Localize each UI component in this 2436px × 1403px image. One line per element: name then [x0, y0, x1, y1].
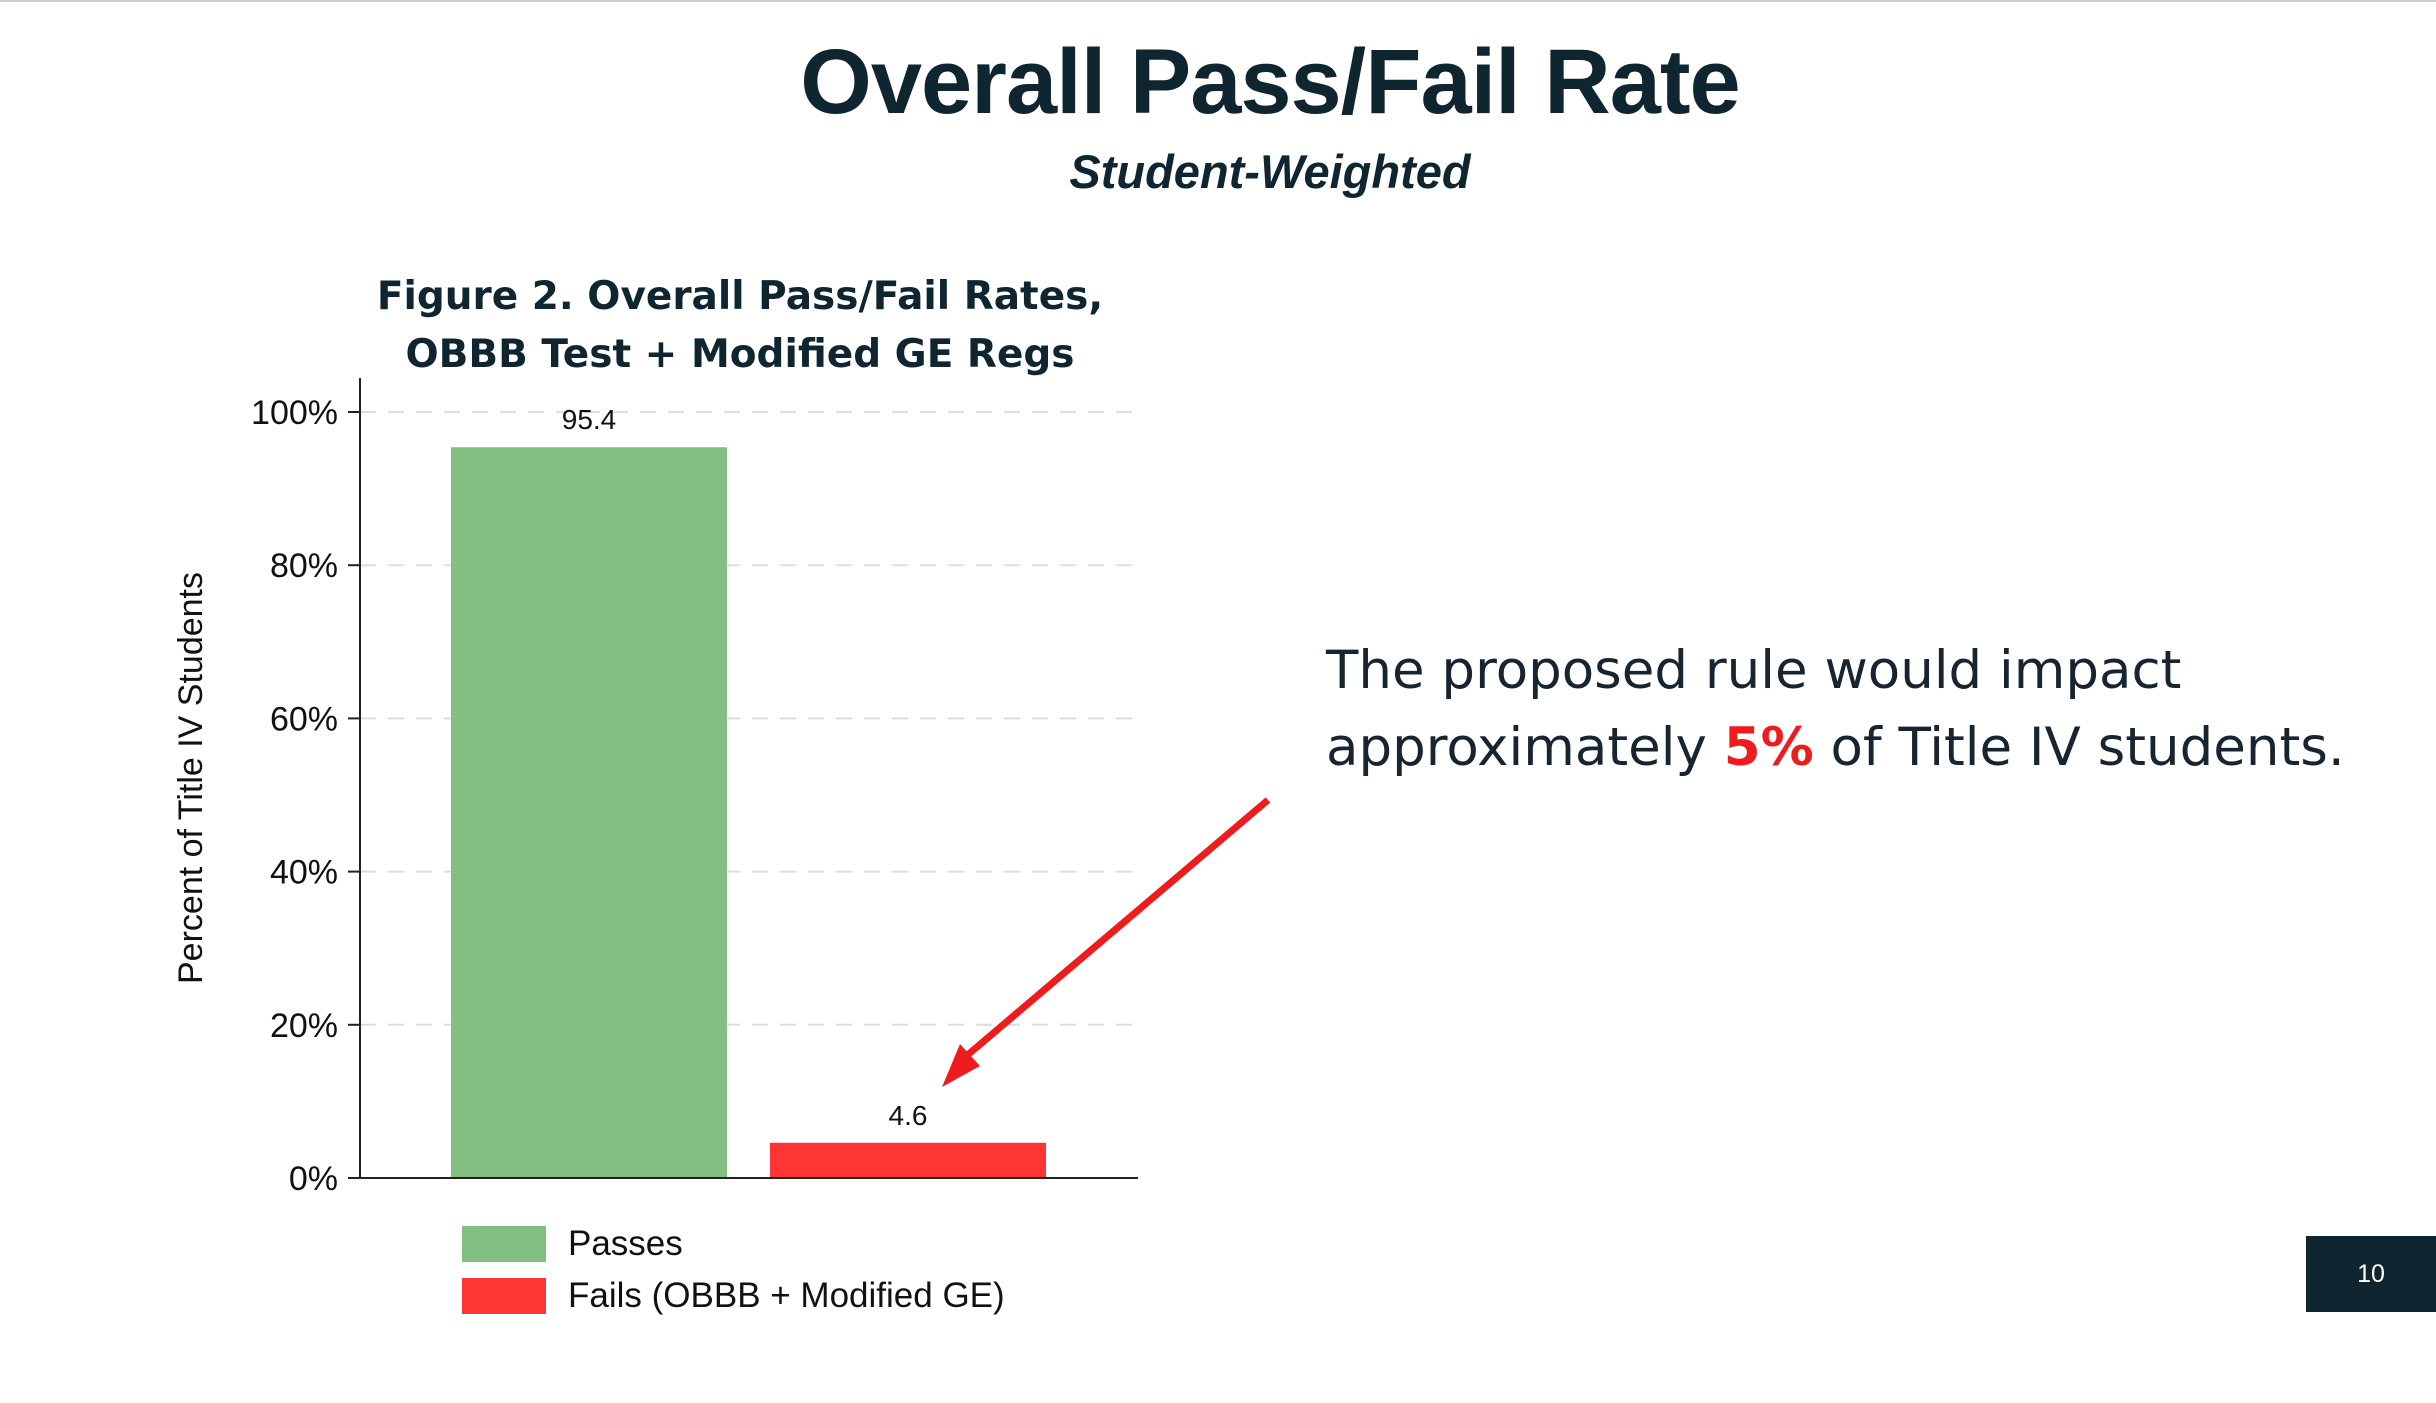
figure-title-line-2: OBBB Test + Modified GE Regs — [405, 332, 1075, 377]
callout-arrow — [942, 797, 1271, 1087]
callout-text: The proposed rule would impact approxima… — [1326, 632, 2406, 786]
callout-highlight: 5% — [1723, 717, 1814, 778]
data-labels: 95.4 4.6 — [562, 404, 928, 1131]
callout-text-after: of Title IV students. — [1813, 717, 2345, 778]
legend-item-passes: Passes — [462, 1218, 1005, 1270]
y-axis-label: Percent of Title IV Students — [172, 572, 210, 984]
legend-label-passes: Passes — [568, 1224, 683, 1263]
figure-title: Figure 2. Overall Pass/Fail Rates, OBBB … — [340, 268, 1140, 384]
arrow-head — [942, 1044, 980, 1087]
y-tick-label: 40% — [270, 854, 338, 892]
y-tick-label: 100% — [251, 394, 338, 432]
y-ticks: 0% 20% 40% 60% 80% 100% — [251, 394, 360, 1198]
legend-swatch-fails — [462, 1278, 546, 1314]
legend-item-fails: Fails (OBBB + Modified GE) — [462, 1270, 1005, 1322]
y-tick-label: 80% — [270, 547, 338, 585]
legend: Passes Fails (OBBB + Modified GE) — [462, 1218, 1005, 1322]
data-label-0: 95.4 — [562, 404, 617, 435]
figure-title-line-1: Figure 2. Overall Pass/Fail Rates, — [376, 274, 1104, 319]
callout-text-before: The proposed rule would impact approxima… — [1326, 640, 2182, 778]
data-label-1: 4.6 — [889, 1100, 928, 1131]
y-tick-label: 20% — [270, 1007, 338, 1045]
axes — [348, 378, 1138, 1179]
y-tick-label: 0% — [289, 1160, 338, 1198]
legend-label-fails: Fails (OBBB + Modified GE) — [568, 1276, 1005, 1315]
slide-title: Overall Pass/Fail Rate — [800, 31, 1740, 133]
page-number: 10 — [2306, 1236, 2436, 1312]
bars — [451, 447, 1046, 1179]
legend-swatch-passes — [462, 1226, 546, 1262]
arrow-shaft — [961, 797, 1271, 1061]
y-tick-label: 60% — [270, 700, 338, 738]
top-rule — [0, 0, 2436, 2]
bar-1 — [770, 1142, 1046, 1178]
bar-0 — [451, 447, 727, 1179]
slide-subtitle: Student-Weighted — [1069, 145, 1471, 198]
